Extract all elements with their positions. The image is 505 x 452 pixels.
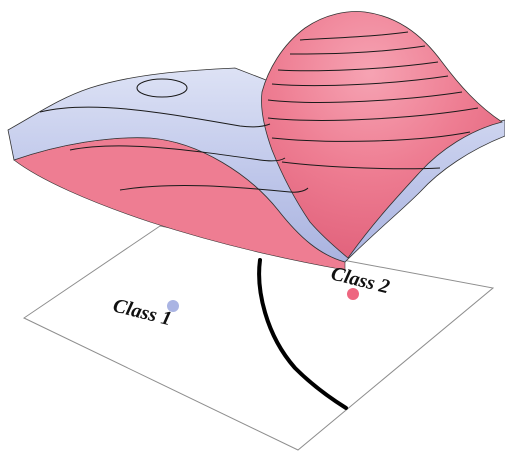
decision-boundary bbox=[257, 258, 348, 410]
class1-contours bbox=[39, 78, 309, 193]
class1-contour-3 bbox=[69, 145, 286, 162]
class2-contour-7 bbox=[271, 131, 471, 142]
class1-contour-4 bbox=[119, 185, 309, 193]
class2-contours bbox=[267, 31, 479, 170]
class2-dot bbox=[347, 288, 359, 300]
class2-contour-8 bbox=[281, 161, 441, 170]
class2-contour-4 bbox=[271, 75, 449, 87]
class2-contour-3 bbox=[277, 61, 439, 72]
class2-contour-6 bbox=[267, 107, 479, 121]
class1-dot bbox=[167, 300, 179, 312]
class2-contour-1 bbox=[299, 31, 409, 41]
class2-contour-5 bbox=[267, 91, 463, 103]
class2-density-surface bbox=[261, 11, 503, 259]
class2-contour-2 bbox=[289, 45, 426, 55]
class1-contour-2 bbox=[39, 106, 271, 128]
class1-contour-1 bbox=[136, 78, 188, 98]
feature-plane bbox=[22, 225, 495, 451]
